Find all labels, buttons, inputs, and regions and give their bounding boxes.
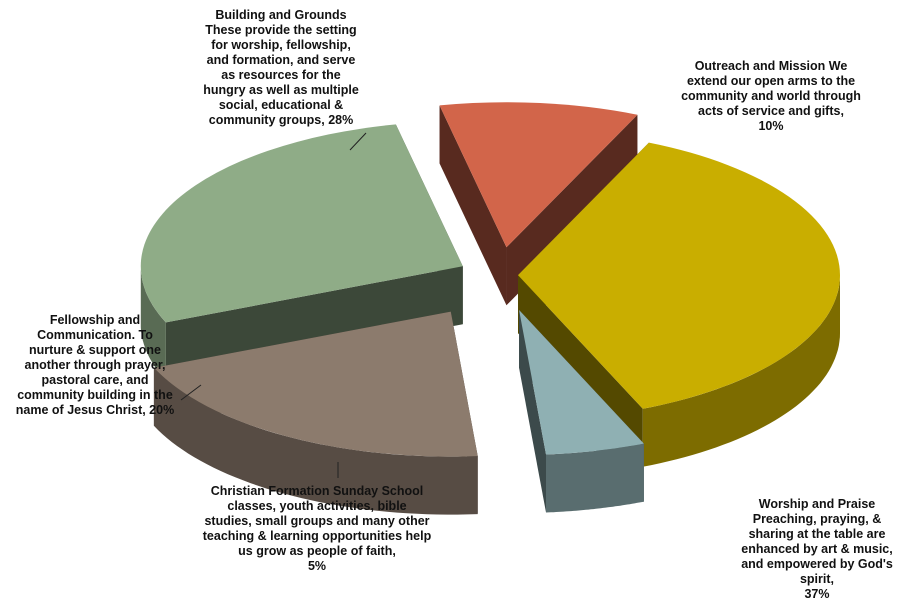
slice-label-text: Outreach and Mission We extend our open … xyxy=(681,59,861,118)
slice-value-label: 5% xyxy=(307,559,327,573)
slice-label-text: Building and Grounds These provide the s… xyxy=(203,8,359,127)
slice-label-3: Building and Grounds These provide the s… xyxy=(186,8,376,128)
slice-value-label: 20% xyxy=(149,403,175,417)
slice-rim xyxy=(642,275,840,467)
slice-label-text: Christian Formation Sunday School classe… xyxy=(202,484,432,558)
pie-slice-0 xyxy=(517,142,840,409)
slice-rim xyxy=(140,266,166,381)
slice-cut-face xyxy=(519,309,547,513)
slice-value-label: 28% xyxy=(328,113,354,127)
slice-label-text: Worship and Praise Preaching, praying, &… xyxy=(741,497,893,586)
slice-label-0: Worship and Praise Preaching, praying, &… xyxy=(722,497,912,602)
pie-slice-4 xyxy=(439,102,638,248)
slice-label-2: Fellowship and Communication. To nurture… xyxy=(0,313,190,418)
leader-line-2 xyxy=(180,384,202,401)
slice-label-4: Outreach and Mission We extend our open … xyxy=(666,59,876,134)
leader-line-3 xyxy=(349,132,367,151)
pie-slice-1 xyxy=(519,309,644,455)
slice-label-1: Christian Formation Sunday School classe… xyxy=(186,484,448,574)
pie-slice-2 xyxy=(153,311,478,457)
slice-cut-face xyxy=(439,105,507,306)
pie-top-layer xyxy=(140,102,840,457)
slice-rim xyxy=(546,443,644,513)
slice-label-text: Fellowship and Communication. To nurture… xyxy=(15,313,173,417)
leader-lines xyxy=(180,132,367,478)
slice-value-label: 10% xyxy=(758,119,784,133)
pie-slice-3 xyxy=(140,124,463,323)
slice-value-label: 37% xyxy=(804,587,830,601)
slice-rim xyxy=(153,367,478,515)
